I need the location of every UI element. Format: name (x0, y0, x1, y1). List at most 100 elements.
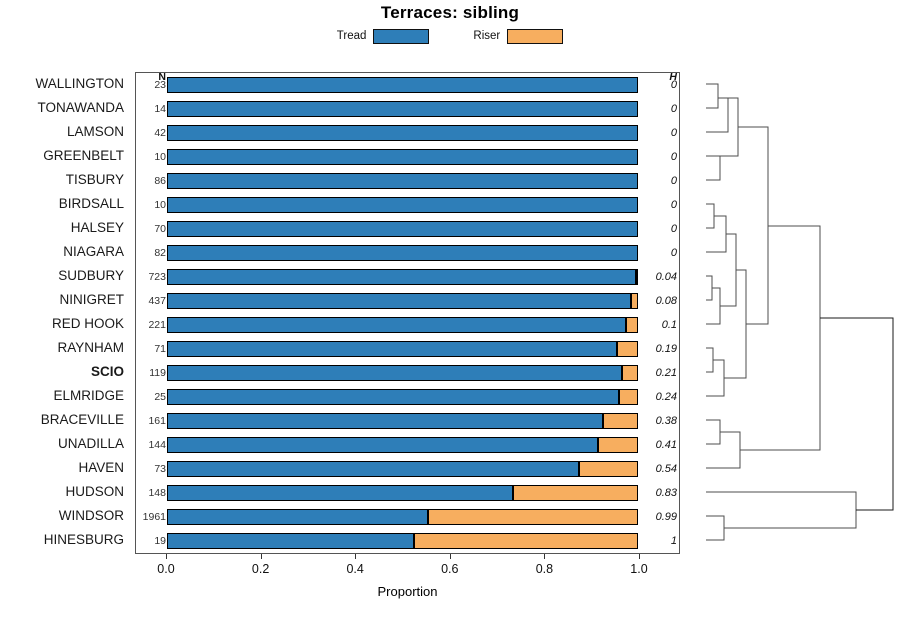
bar-row: 148 0.83 (136, 481, 679, 505)
row-h-value: 0.24 (655, 391, 677, 403)
y-axis-label: BIRDSALL (58, 196, 124, 211)
bar-segment-riser (414, 533, 638, 549)
bar-segment-riser (616, 341, 638, 357)
y-axis-label: GREENBELT (43, 148, 124, 163)
bar-segment-tread (167, 413, 603, 429)
row-h-value: 0.54 (655, 463, 677, 475)
bar-segment-riser (621, 365, 638, 381)
x-axis-title: Proportion (377, 584, 438, 599)
stacked-bar (167, 149, 638, 165)
bar-row: 19 1 (136, 529, 679, 553)
y-axis-label: BRACEVILLE (40, 412, 124, 427)
row-h-value: 0.83 (655, 487, 677, 499)
bar-row: 119 0.21 (136, 361, 679, 385)
row-n-value: 82 (154, 247, 166, 259)
bar-segment-riser (602, 413, 638, 429)
bar-row: 71 0.19 (136, 337, 679, 361)
bar-segment-riser (513, 485, 638, 501)
row-h-value: 0 (670, 199, 677, 211)
y-axis-label: LAMSON (66, 124, 124, 139)
row-n-value: 10 (154, 151, 166, 163)
column-header-n: N (158, 71, 166, 83)
bar-segment-tread (167, 485, 514, 501)
stacked-bar (167, 197, 638, 213)
bar-row: 10 0 (136, 145, 679, 169)
x-axis-tick (639, 554, 640, 559)
row-h-value: 0.1 (661, 319, 677, 331)
y-axis-label: WALLINGTON (35, 76, 124, 91)
row-h-value: 0 (670, 103, 677, 115)
row-n-value: 144 (148, 439, 166, 451)
row-h-value: 0 (670, 247, 677, 259)
stacked-bar (167, 461, 638, 477)
stacked-bar (167, 413, 638, 429)
y-axis-label: HINESBURG (43, 532, 124, 547)
row-n-value: 70 (154, 223, 166, 235)
legend-swatch-riser (507, 28, 564, 44)
bar-segment-tread (167, 125, 638, 141)
y-axis-label: HUDSON (65, 484, 124, 499)
row-n-value: 86 (154, 175, 166, 187)
bar-row: 25 0.24 (136, 385, 679, 409)
y-axis-label: WINDSOR (58, 508, 124, 523)
stacked-bar (167, 389, 638, 405)
bar-row: 14 0 (136, 97, 679, 121)
stacked-bar (167, 317, 638, 333)
dendrogram-svg (706, 83, 894, 541)
row-h-value: 0.21 (655, 367, 677, 379)
bar-segment-tread (167, 365, 622, 381)
x-axis-tick (260, 554, 262, 559)
row-h-value: 0.41 (655, 439, 677, 451)
bar-segment-riser (636, 269, 638, 285)
bar-segment-tread (167, 389, 620, 405)
bar-segment-tread (167, 269, 637, 285)
row-n-value: 221 (148, 319, 166, 331)
bar-segment-tread (167, 197, 638, 213)
y-axis-label: UNADILLA (57, 436, 124, 451)
bar-segment-tread (167, 77, 638, 93)
row-h-value: 0 (670, 223, 677, 235)
y-axis-label: SCIO (90, 364, 124, 379)
stacked-bar (167, 245, 638, 261)
x-axis-tick-label: 0.8 (535, 562, 554, 576)
y-axis-label: NIAGARA (63, 244, 124, 259)
row-n-value: 1961 (142, 511, 166, 523)
y-axis-label: HALSEY (70, 220, 124, 235)
bar-segment-tread (167, 245, 638, 261)
x-axis-tick-label: 0.4 (346, 562, 364, 576)
stacked-bar (167, 485, 638, 501)
bar-segment-riser (619, 389, 638, 405)
bar-segment-tread (167, 317, 627, 333)
x-axis: 0.0 0.2 0.4 0.6 0.8 1.0 (135, 554, 680, 576)
row-h-value: 0 (670, 79, 677, 91)
x-axis-tick (449, 554, 451, 559)
bar-segment-riser (626, 317, 638, 333)
bar-row: 70 0 (136, 217, 679, 241)
stacked-bar (167, 221, 638, 237)
row-n-value: 14 (154, 103, 166, 115)
x-axis-tick-label: 0.6 (441, 562, 459, 576)
bar-segment-tread (167, 293, 631, 309)
row-h-value: 0 (670, 151, 677, 163)
legend: Tread Riser (0, 26, 900, 46)
bar-row: 10 0 (136, 193, 679, 217)
bar-row: 23 0 (136, 73, 679, 97)
bar-segment-riser (579, 461, 638, 477)
y-axis-label: TISBURY (65, 172, 124, 187)
x-axis-tick (166, 554, 167, 559)
y-axis-label: TONAWANDA (37, 100, 124, 115)
row-h-value: 0.08 (655, 295, 677, 307)
bar-segment-riser (630, 293, 638, 309)
bar-segment-riser (597, 437, 638, 453)
stacked-bar (167, 437, 638, 453)
x-axis-tick-label: 1.0 (630, 562, 648, 576)
row-n-value: 10 (154, 199, 166, 211)
bar-segment-tread (167, 533, 415, 549)
stacked-bar (167, 509, 638, 525)
bar-row: 144 0.41 (136, 433, 679, 457)
stacked-bar (167, 293, 638, 309)
row-h-value: 0.04 (655, 271, 677, 283)
column-header-h: H (669, 71, 677, 83)
bar-row: 437 0.08 (136, 289, 679, 313)
